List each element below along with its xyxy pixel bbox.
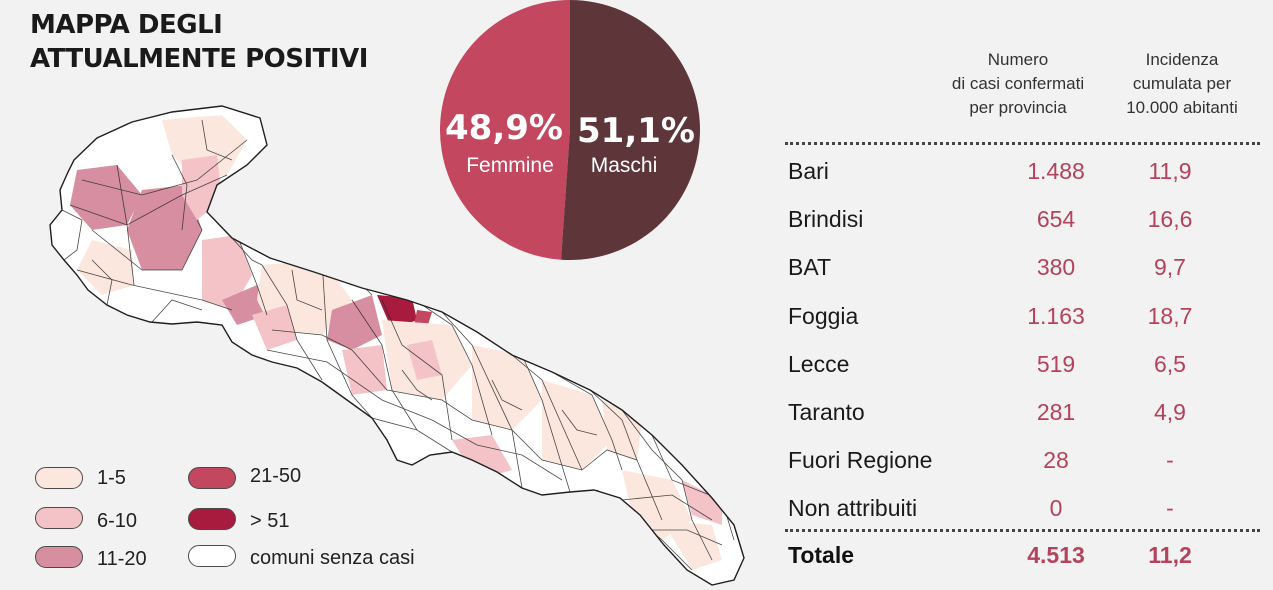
column-header-incidence-line2: cumulata per — [1132, 74, 1232, 93]
province-cases: 281 — [1036, 399, 1076, 425]
column-header-incidence-line3: 10.000 abitanti — [1126, 98, 1238, 117]
province-name: BAT — [788, 254, 832, 281]
title-line-1: MAPPA DEGLI — [30, 10, 223, 40]
province-name: Bari — [788, 158, 829, 184]
province-incidence: - — [1166, 495, 1174, 522]
province-cases: 1.163 — [1027, 302, 1085, 329]
pie-slice-femmine — [439, 0, 570, 260]
province-incidence: 9,7 — [1154, 254, 1186, 281]
legend-label-21-50: 21-50 — [250, 465, 302, 487]
legend-label-51: > 51 — [250, 510, 290, 532]
pie-value-maschi: 51,1% — [577, 111, 695, 151]
legend-label-11-20: 11-20 — [97, 548, 147, 570]
province-name: Lecce — [788, 350, 850, 377]
legend-swatch-21-50 — [188, 467, 236, 489]
legend-label-1-5: 1-5 — [97, 467, 126, 489]
pie-value-femmine: 48,9% — [445, 108, 563, 148]
table-row: Lecce 519 6,5 — [788, 344, 1260, 384]
table-top-divider — [785, 142, 1260, 145]
legend-label-6-10: 6-10 — [97, 510, 138, 532]
column-header-cases-line3: per provincia — [969, 98, 1067, 117]
table-row: BAT 380 9,7 — [788, 247, 1260, 287]
pie-label-femmine: Femmine — [466, 154, 554, 177]
legend-swatch-no-cases — [188, 545, 236, 567]
column-header-incidence-line1: Incidenza — [1145, 50, 1219, 69]
province-cases: 0 — [1049, 495, 1063, 522]
legend-swatch-6-10 — [35, 507, 83, 529]
column-header-cases-line2: di casi confermati — [951, 74, 1085, 93]
province-cases: 1.488 — [1027, 158, 1085, 184]
province-incidence: 16,6 — [1147, 206, 1193, 233]
province-name: Foggia — [788, 302, 859, 329]
table-row: Taranto 281 4,9 — [788, 392, 1260, 432]
province-cases: 380 — [1036, 254, 1076, 281]
legend-swatch-1-5 — [35, 467, 83, 489]
page-title: MAPPA DEGLI ATTUALMENTE POSITIVI — [30, 8, 368, 76]
gender-pie-chart: 48,9% Femmine 51,1% Maschi — [439, 0, 700, 260]
pie-slice-maschi — [561, 0, 700, 260]
table-row: Bari 1.488 11,9 — [788, 151, 1260, 191]
province-name: Non attribuiti — [788, 495, 918, 522]
puglia-map — [49, 105, 745, 586]
province-cases: 28 — [1043, 447, 1069, 474]
province-name: Fuori Regione — [788, 447, 933, 474]
column-header-cases-line1: Numero — [987, 50, 1049, 69]
province-name: Taranto — [788, 399, 865, 425]
column-header-cases: Numero di casi confermati per provincia — [922, 48, 1114, 120]
province-incidence: 6,5 — [1154, 350, 1186, 377]
province-incidence: 4,9 — [1154, 399, 1186, 425]
column-header-incidence: Incidenza cumulata per 10.000 abitanti — [1100, 48, 1264, 120]
legend-label-no-cases: comuni senza casi — [250, 547, 415, 569]
table-total-divider — [785, 529, 1260, 532]
table-row: Non attribuiti 0 - — [788, 488, 1260, 528]
pie-label-maschi: Maschi — [591, 154, 658, 177]
legend-swatch-11-20 — [35, 546, 83, 568]
legend-swatch-51 — [188, 508, 236, 530]
province-cases: 654 — [1036, 206, 1076, 233]
province-incidence: 11,9 — [1148, 158, 1192, 184]
province-incidence: - — [1166, 447, 1174, 474]
table-row: Fuori Regione 28 - — [788, 440, 1260, 480]
total-incidence: 11,2 — [1148, 542, 1192, 568]
total-cases: 4.513 — [1027, 542, 1085, 568]
table-row-total: Totale 4.513 11,2 — [788, 535, 1260, 575]
title-line-2: ATTUALMENTE POSITIVI — [30, 44, 368, 74]
province-cases: 519 — [1036, 350, 1076, 377]
total-label: Totale — [788, 542, 855, 568]
table-row: Brindisi 654 16,6 — [788, 199, 1260, 239]
table-row: Foggia 1.163 18,7 — [788, 296, 1260, 336]
province-name: Brindisi — [788, 206, 864, 233]
province-incidence: 18,7 — [1147, 302, 1193, 329]
